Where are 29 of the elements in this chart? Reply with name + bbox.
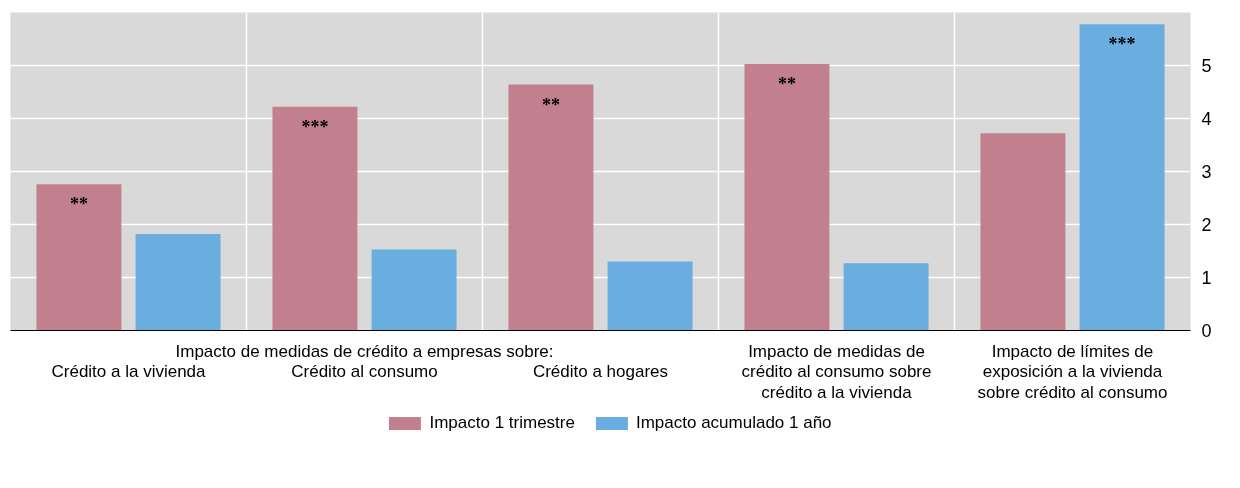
x-tick-label: Impacto de límites de exposición a la vivienda sobre crédito al consumo bbox=[977, 341, 1168, 403]
data-label: ** bbox=[541, 94, 560, 115]
y-tick-label: 2 bbox=[1201, 215, 1212, 235]
y-tick-label: 1 bbox=[1201, 268, 1212, 288]
legend-label: Impacto acumulado 1 año bbox=[635, 413, 832, 433]
data-label: ** bbox=[777, 73, 796, 94]
data-label: *** bbox=[1108, 34, 1136, 55]
legend-label: Impacto 1 trimestre bbox=[429, 413, 575, 433]
x-tick-label: Crédito a hogares bbox=[532, 362, 669, 382]
bar bbox=[1079, 24, 1165, 331]
bar bbox=[508, 84, 594, 331]
bar bbox=[371, 249, 457, 331]
data-label: *** bbox=[301, 116, 329, 137]
bar bbox=[744, 63, 830, 331]
y-tick-label: 0 bbox=[1201, 321, 1212, 341]
bar bbox=[135, 234, 221, 331]
x-tick-label: Crédito a la vivienda bbox=[51, 362, 207, 382]
text: Impacto de medidas de crédito a empresas sobre: bbox=[175, 341, 554, 361]
x-tick-label: Impacto de medidas de crédito al consumo sobre crédito a la vivienda bbox=[741, 341, 932, 403]
bar bbox=[843, 263, 929, 331]
y-tick-label: 4 bbox=[1201, 109, 1212, 129]
bar bbox=[36, 184, 122, 331]
y-tick-label: 3 bbox=[1201, 162, 1212, 182]
bar bbox=[980, 133, 1066, 331]
x-tick-label: Crédito al consumo bbox=[291, 362, 438, 382]
bar bbox=[607, 261, 693, 331]
y-tick-label: 5 bbox=[1201, 56, 1212, 76]
data-label: ** bbox=[69, 194, 88, 215]
bar bbox=[272, 106, 358, 331]
